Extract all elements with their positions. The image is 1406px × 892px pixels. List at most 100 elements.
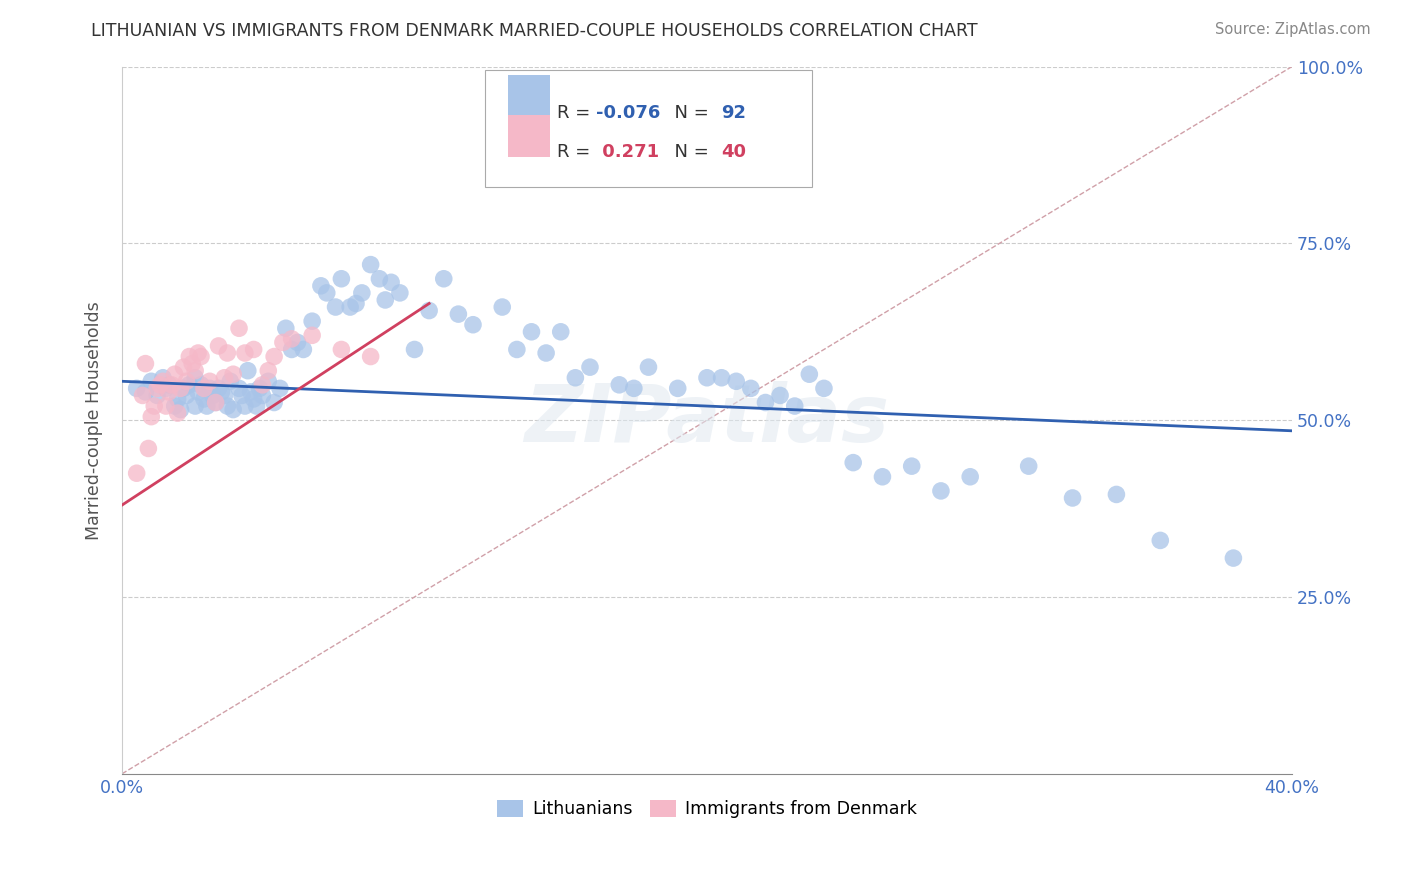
Point [339,300,361,314]
Point [666,381,689,395]
Point [193,392,215,406]
Point [187,346,209,360]
Text: R =: R = [557,143,596,161]
Point [550,325,572,339]
Point [1018,459,1040,474]
Text: Source: ZipAtlas.com: Source: ZipAtlas.com [1215,22,1371,37]
Point [179,350,201,364]
Point [404,343,426,357]
Point [214,370,236,384]
Point [190,377,212,392]
Point [506,343,529,357]
Point [315,285,337,300]
Point [710,370,733,384]
Text: -0.076: -0.076 [596,104,661,122]
Point [623,381,645,395]
Point [138,442,160,456]
Point [131,388,153,402]
Point [257,374,280,388]
Point [309,278,332,293]
Point [233,399,256,413]
Point [433,272,456,286]
Text: 92: 92 [721,104,747,122]
Point [696,370,718,384]
Point [176,388,198,402]
Point [193,381,215,395]
Point [125,381,148,395]
Point [211,384,233,399]
Point [233,346,256,360]
Y-axis label: Married-couple Households: Married-couple Households [86,301,103,540]
Point [207,381,229,395]
Point [166,406,188,420]
Point [330,272,353,286]
Point [141,409,163,424]
Point [204,395,226,409]
Point [169,381,191,395]
Point [184,370,207,384]
Point [236,364,259,378]
Point [152,370,174,384]
Point [125,467,148,481]
Point [181,357,204,371]
Point [520,325,543,339]
Point [231,388,253,402]
Point [163,399,186,413]
Text: N =: N = [662,143,714,161]
Point [204,395,226,409]
Point [134,357,156,371]
Point [190,350,212,364]
Point [872,469,894,483]
Point [245,399,267,413]
Point [388,285,411,300]
Point [607,377,630,392]
Point [172,360,194,375]
Point [783,399,806,413]
FancyBboxPatch shape [485,70,813,186]
Point [239,384,262,399]
Point [201,388,224,402]
Point [198,374,221,388]
Point [228,381,250,395]
Point [242,392,264,406]
Point [228,321,250,335]
Point [418,303,440,318]
Point [146,381,169,395]
Point [257,364,280,378]
Point [280,343,302,357]
Point [754,395,776,409]
Point [179,377,201,392]
Point [163,368,186,382]
Point [184,364,207,378]
Point [134,384,156,399]
FancyBboxPatch shape [508,115,550,157]
Point [141,374,163,388]
Text: N =: N = [662,104,714,122]
Point [176,374,198,388]
Point [534,346,557,360]
Point [169,402,191,417]
Point [813,381,835,395]
Point [350,285,373,300]
Point [1105,487,1128,501]
Point [579,360,602,375]
Point [799,368,821,382]
Point [242,343,264,357]
Text: 40: 40 [721,143,747,161]
Point [249,381,271,395]
Point [152,374,174,388]
Point [198,381,221,395]
Point [217,346,239,360]
Point [252,377,274,392]
Point [280,332,302,346]
Point [929,483,952,498]
Legend: Lithuanians, Immigrants from Denmark: Lithuanians, Immigrants from Denmark [491,793,924,825]
Point [725,374,748,388]
Point [380,275,402,289]
Text: R =: R = [557,104,596,122]
Point [160,377,183,392]
Point [146,388,169,402]
Point [195,399,218,413]
Point [157,377,180,392]
Point [842,456,865,470]
